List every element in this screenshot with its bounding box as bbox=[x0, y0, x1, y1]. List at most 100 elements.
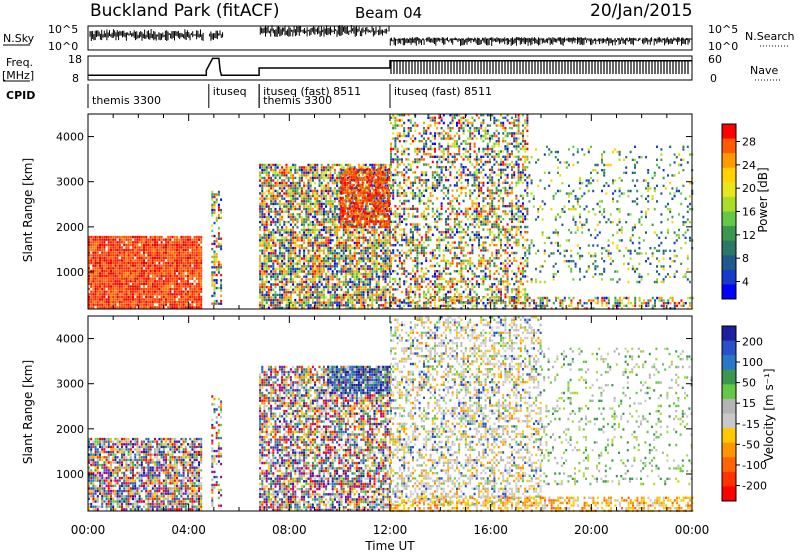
freq-tick-bottom: 8 bbox=[72, 72, 79, 85]
colorbar-swatch-4 bbox=[722, 384, 736, 400]
colorbar-tick-label-3: 16 bbox=[742, 206, 756, 219]
colorbar-swatch-10 bbox=[722, 269, 736, 285]
colorbar-swatch-1 bbox=[722, 138, 736, 154]
range-gate-cells-1-0 bbox=[211, 190, 223, 303]
y-tick-label-1: 2000 bbox=[56, 423, 84, 436]
range-gate-cells-4-3 bbox=[390, 316, 542, 506]
y-tick-label-0: 1000 bbox=[56, 266, 84, 279]
cpid-segment-label-1: ituseq bbox=[213, 85, 247, 98]
range-gate-cells-4-4 bbox=[390, 114, 529, 304]
power-colorbar: 28 24 20 16 12 8 4 bbox=[721, 123, 756, 300]
range-gate-cells-0-0 bbox=[88, 235, 203, 309]
x-axis-label: Time UT bbox=[364, 539, 415, 553]
range-gate-cells-4-6 bbox=[390, 316, 542, 506]
colorbar-tick-label-0: 28 bbox=[742, 136, 756, 149]
colorbar-swatch-3 bbox=[722, 369, 736, 385]
range-gate-cells-0-9 bbox=[88, 437, 200, 511]
range-gate-cells-6-3 bbox=[394, 296, 683, 310]
cpid-segment-label-2: ituseq (fast) 8511 bbox=[263, 85, 361, 98]
nsky-tick-top: 10^5 bbox=[48, 23, 78, 36]
velocity-scatter bbox=[88, 316, 694, 512]
colorbar-swatch-6 bbox=[722, 413, 736, 429]
nsky-panel: N.Sky 10^5 10^0 10^5 10^0 N.Search bbox=[3, 23, 795, 53]
colorbar-frame bbox=[721, 325, 737, 502]
date-title: 20/Jan/2015 bbox=[590, 1, 693, 21]
colorbar-swatch-5 bbox=[722, 398, 736, 414]
range-gate-cells-1-1 bbox=[211, 403, 223, 500]
range-gate-cells-3-3 bbox=[327, 368, 391, 395]
site-title: Buckland Park (fitACF) bbox=[90, 1, 280, 21]
colorbar-tick-label-6: -100 bbox=[742, 459, 767, 472]
x-tick-label-2: 08:00 bbox=[272, 523, 307, 537]
freq-tick-top: 18 bbox=[68, 53, 82, 66]
colorbar-tick-label-2: 20 bbox=[742, 182, 756, 195]
power-ylabel: Slant Range [km] bbox=[21, 158, 35, 262]
nave-trace-bars bbox=[390, 60, 689, 74]
colorbar-swatch-0 bbox=[722, 124, 736, 140]
x-tick-label-3: 12:00 bbox=[373, 523, 408, 537]
range-gate-cells-0-6 bbox=[88, 235, 203, 309]
colorbar-swatch-8 bbox=[722, 442, 736, 458]
colorbar-swatch-11 bbox=[722, 284, 736, 300]
range-gate-cells-6-9 bbox=[414, 296, 694, 310]
nave-tick-bottom: 0 bbox=[710, 72, 717, 85]
colorbar-tick-label-5: -50 bbox=[742, 438, 760, 451]
range-gate-cells-3-4 bbox=[339, 168, 391, 228]
nsky-noise-trace bbox=[89, 25, 690, 46]
colorbar-swatch-10 bbox=[722, 471, 736, 487]
range-gate-cells-1-4 bbox=[211, 198, 223, 305]
x-tick-label-0: 00:00 bbox=[71, 523, 106, 537]
range-gate-cells-6-4 bbox=[396, 296, 692, 310]
nsky-frame bbox=[87, 25, 693, 51]
range-gate-cells-3-4 bbox=[329, 365, 391, 395]
cpid-segment-label-4: ituseq (fast) 8511 bbox=[394, 85, 492, 98]
power-colorbar-label: Power [dB] bbox=[756, 167, 770, 232]
x-tick-label-1: 04:00 bbox=[171, 523, 206, 537]
colorbar-tick-label-1: 24 bbox=[742, 159, 756, 172]
colorbar-tick-label-6: 4 bbox=[742, 276, 749, 289]
colorbar-swatch-2 bbox=[722, 153, 736, 169]
range-gate-cells-4-3 bbox=[390, 114, 529, 304]
y-tick-label-3: 4000 bbox=[56, 333, 84, 346]
range-gate-cells-4-4 bbox=[390, 316, 542, 506]
nsky-tick-bottom: 10^0 bbox=[48, 40, 78, 53]
nsky-trace bbox=[89, 25, 692, 46]
range-gate-cells-6-10 bbox=[416, 296, 685, 310]
x-axis-ticks: 00:00 04:00 08:00 12:00 16:00 20:00 00:00 bbox=[71, 523, 710, 537]
range-gate-cells-3-6 bbox=[339, 168, 391, 228]
colorbar-swatch-0 bbox=[722, 326, 736, 342]
freq-frame bbox=[87, 55, 693, 81]
range-gate-cells-4-1 bbox=[390, 114, 527, 304]
nave-tick-top: 60 bbox=[708, 53, 722, 66]
range-gate-cells-1-7 bbox=[211, 203, 223, 282]
range-gate-cells-4-11 bbox=[390, 114, 529, 304]
freq-trace bbox=[88, 57, 692, 76]
colorbar-tick-label-0: 200 bbox=[742, 335, 763, 348]
range-gate-cells-3-1 bbox=[339, 168, 391, 228]
freq-unit: [MHz] bbox=[2, 69, 34, 82]
nsearch-tick-top: 10^5 bbox=[708, 23, 738, 36]
velocity-axes: 1000 2000 3000 4000 bbox=[56, 316, 693, 511]
colorbar-tick-label-4: -15 bbox=[742, 418, 760, 431]
colorbar-swatch-4 bbox=[722, 182, 736, 198]
velocity-colorbar-label: Velocity [m s⁻¹] bbox=[762, 368, 776, 461]
range-gate-cells-6-11 bbox=[425, 296, 652, 310]
range-gate-cells-1-10 bbox=[211, 397, 223, 500]
power-scatter bbox=[88, 114, 694, 310]
range-gate-cells-1-4 bbox=[211, 423, 220, 507]
range-gate-cells-6-5 bbox=[396, 296, 687, 310]
range-gate-cells-5-6 bbox=[530, 145, 694, 278]
colorbar-tick-label-3: 15 bbox=[742, 397, 756, 410]
colorbar-tick-label-2: 50 bbox=[742, 377, 756, 390]
colorbar-swatch-5 bbox=[722, 196, 736, 212]
colorbar-swatch-8 bbox=[722, 240, 736, 256]
power-axes: 1000 2000 3000 4000 bbox=[56, 114, 693, 309]
y-tick-label-2: 3000 bbox=[56, 378, 84, 391]
colorbar-swatch-7 bbox=[722, 428, 736, 444]
colorbar-swatch-6 bbox=[722, 211, 736, 227]
freq-label: Freq. bbox=[6, 56, 33, 69]
nave-label: Nave bbox=[750, 64, 778, 77]
range-gate-cells-0-3 bbox=[88, 235, 203, 309]
